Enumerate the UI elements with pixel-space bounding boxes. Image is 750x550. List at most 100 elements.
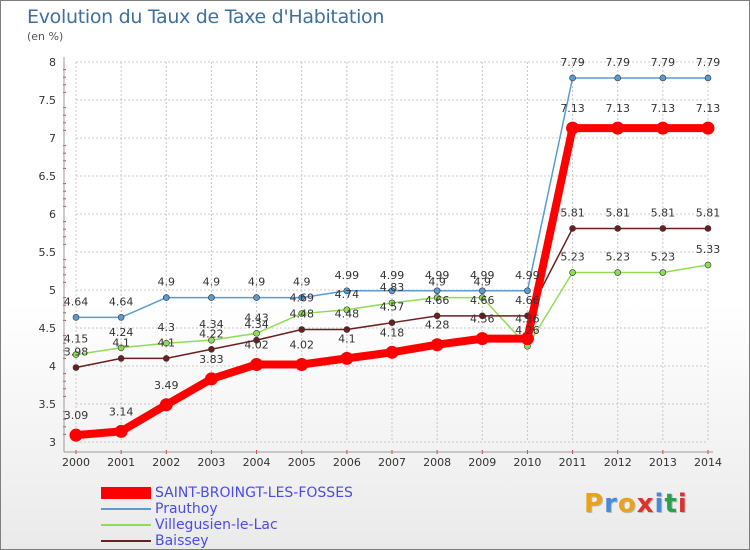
- data-point: [704, 225, 712, 232]
- data-point: [117, 355, 125, 362]
- data-point: [659, 225, 667, 232]
- data-label: 7.13: [651, 102, 676, 115]
- data-point: [388, 287, 396, 295]
- logo-letter: i: [654, 489, 665, 519]
- data-label: 4.02: [289, 338, 314, 351]
- data-label: 4.34: [199, 318, 224, 331]
- data-label: 4.1: [338, 332, 356, 345]
- data-label: 5.81: [651, 206, 676, 219]
- x-tick-label: 2009: [468, 456, 496, 469]
- data-point: [298, 294, 306, 301]
- data-label: 5.23: [560, 251, 585, 264]
- data-label: 5.81: [696, 206, 721, 219]
- x-tick-label: 2002: [152, 456, 180, 469]
- axes: 3 3.5 4 4.5 5 5.5 6 6.5 7 7.5 8 2000 2001 2002 2003 200…: [39, 56, 723, 469]
- data-label: 5.23: [605, 251, 630, 264]
- data-label: 4.57: [380, 301, 405, 314]
- data-point: [69, 428, 83, 442]
- data-point: [566, 121, 580, 135]
- data-label: 3.14: [109, 405, 134, 418]
- data-label: 7.79: [696, 56, 721, 69]
- y-tick-label: 7: [49, 132, 56, 145]
- data-label: 4.64: [109, 295, 134, 308]
- data-point: [433, 287, 441, 295]
- legend-label: Villegusien-le-Lac: [155, 517, 278, 533]
- data-point: [162, 339, 170, 347]
- logo-letter: t: [664, 489, 678, 519]
- x-tick-label: 2003: [197, 456, 225, 469]
- legend-label: Prauthoy: [155, 501, 218, 517]
- data-point: [614, 225, 622, 232]
- data-point: [208, 294, 215, 301]
- data-label: 4.66: [425, 294, 450, 307]
- data-point: [208, 345, 215, 353]
- data-point: [614, 269, 622, 276]
- data-label: 4.66: [470, 294, 495, 307]
- data-point: [704, 74, 712, 82]
- data-point: [430, 338, 444, 352]
- y-tick-label: 4.5: [39, 322, 57, 335]
- data-point: [343, 306, 351, 314]
- logo-letter: x: [636, 489, 655, 519]
- data-point: [295, 357, 309, 371]
- data-point: [343, 287, 351, 295]
- data-point: [298, 310, 306, 317]
- x-tick-label: 2005: [288, 456, 316, 469]
- logo-letter: P: [584, 489, 605, 519]
- data-label: 4.3: [158, 321, 176, 334]
- data-label: 4.26: [515, 324, 540, 337]
- data-point: [117, 344, 125, 352]
- x-tick-label: 2008: [423, 456, 451, 469]
- data-label: 4.9: [474, 276, 492, 289]
- data-label: 5.33: [696, 243, 721, 256]
- legend-label: SAINT-BROINGT-LES-FOSSES: [155, 485, 353, 501]
- data-point: [701, 121, 715, 135]
- data-point: [569, 74, 576, 82]
- data-point: [72, 314, 80, 321]
- data-point: [343, 326, 351, 333]
- data-label: 4.69: [289, 292, 314, 305]
- legend-swatch: [101, 524, 151, 526]
- data-label: 7.79: [560, 56, 585, 69]
- x-tick-label: 2014: [694, 456, 722, 469]
- data-point: [524, 287, 531, 295]
- y-tick-label: 6: [49, 208, 56, 221]
- data-label: 7.13: [605, 102, 630, 115]
- data-point: [253, 336, 260, 344]
- data-label: 4.9: [293, 276, 311, 289]
- data-point: [298, 326, 306, 333]
- logo-letter: r: [604, 489, 618, 519]
- data-point: [162, 294, 170, 301]
- x-tick-label: 2012: [604, 456, 632, 469]
- data-label: 3.98: [64, 346, 89, 359]
- data-label: 4.9: [158, 276, 176, 289]
- data-label: 4.99: [515, 269, 540, 282]
- y-tick-label: 3: [49, 436, 56, 449]
- data-label: 5.23: [651, 251, 676, 264]
- data-label: 4.15: [64, 333, 89, 346]
- y-tick-label: 8: [49, 56, 56, 69]
- data-label: 4.83: [380, 281, 405, 294]
- data-label: 4.9: [203, 276, 221, 289]
- data-point: [208, 336, 215, 344]
- data-label: 4.18: [380, 326, 405, 339]
- x-tick-label: 2006: [333, 456, 361, 469]
- data-point: [569, 269, 576, 276]
- data-point: [659, 74, 667, 82]
- data-label: 7.79: [605, 56, 630, 69]
- data-point: [478, 312, 486, 320]
- data-label: 4.34: [244, 318, 269, 331]
- data-point: [475, 332, 489, 346]
- data-point: [478, 287, 486, 295]
- data-point: [520, 332, 534, 346]
- data-point: [162, 355, 170, 362]
- legend-swatch: [101, 487, 151, 499]
- data-point: [114, 424, 128, 438]
- data-point: [72, 364, 80, 371]
- data-label: 4.36: [470, 313, 495, 326]
- chart-title: Evolution du Taux de Taxe d'Habitation: [27, 6, 385, 28]
- data-label: 4.99: [425, 269, 450, 282]
- data-point: [385, 345, 399, 359]
